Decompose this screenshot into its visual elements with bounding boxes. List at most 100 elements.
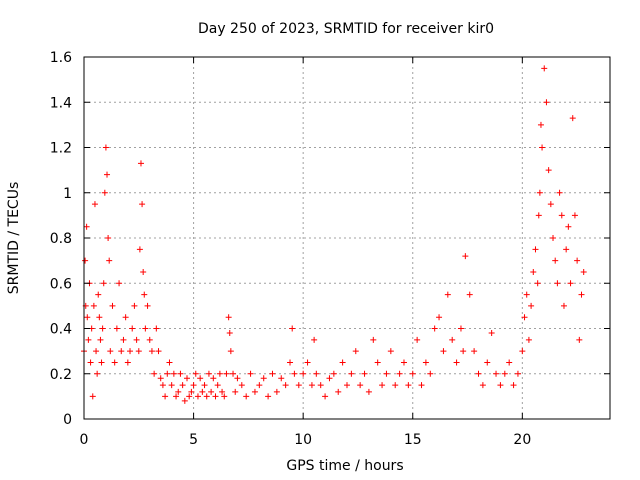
data-point: [199, 388, 206, 395]
data-point: [106, 257, 113, 264]
data-point: [203, 393, 210, 400]
data-point: [129, 325, 136, 332]
data-point: [537, 121, 544, 128]
data-point: [409, 370, 416, 377]
data-point: [436, 314, 443, 321]
data-point: [120, 336, 127, 343]
data-point: [287, 359, 294, 366]
data-point: [155, 348, 162, 355]
data-point: [232, 388, 239, 395]
y-tick-label: 1.6: [50, 50, 72, 66]
data-point: [93, 348, 100, 355]
data-point: [208, 388, 215, 395]
data-point: [227, 348, 234, 355]
data-point: [214, 382, 221, 389]
data-point: [260, 375, 267, 382]
data-point: [466, 291, 473, 298]
data-point: [530, 268, 537, 275]
x-tick-label: 0: [80, 432, 89, 448]
x-tick-label: 10: [294, 432, 312, 448]
y-tick-label: 1.4: [50, 95, 72, 111]
x-tick-label: 5: [189, 432, 198, 448]
data-point: [104, 171, 111, 178]
y-tick-label: 1.2: [50, 141, 72, 157]
data-point: [116, 280, 123, 287]
data-point: [170, 370, 177, 377]
data-point: [181, 397, 188, 404]
data-point: [497, 382, 504, 389]
data-point: [534, 280, 541, 287]
grid: [84, 57, 610, 419]
data-point: [344, 382, 350, 389]
data-point: [184, 375, 191, 382]
data-point: [379, 382, 386, 389]
data-point: [113, 325, 120, 332]
data-point: [89, 393, 96, 400]
data-point: [269, 370, 276, 377]
data-point: [82, 257, 89, 264]
data-point: [541, 65, 548, 72]
data-point: [83, 223, 90, 230]
data-point: [124, 359, 131, 366]
data-point: [146, 336, 153, 343]
data-point: [313, 370, 320, 377]
data-point: [528, 302, 535, 309]
data-point: [457, 325, 464, 332]
data-point: [85, 336, 92, 343]
data-point: [186, 393, 193, 400]
data-point: [552, 257, 559, 264]
data-point: [565, 223, 572, 230]
data-point: [535, 212, 542, 219]
x-tick-label: 20: [513, 432, 531, 448]
data-point: [157, 375, 164, 382]
data-point: [567, 280, 574, 287]
data-point: [131, 302, 138, 309]
data-point: [144, 302, 151, 309]
data-point: [98, 359, 105, 366]
data-point: [475, 370, 482, 377]
data-point: [322, 393, 329, 400]
data-point: [100, 280, 107, 287]
data-point: [339, 359, 346, 366]
data-point: [173, 393, 180, 400]
data-point: [94, 370, 101, 377]
data-point: [190, 382, 197, 389]
data-point: [289, 325, 296, 332]
data-point: [177, 370, 184, 377]
data-point: [383, 370, 390, 377]
x-axis-label: GPS time / hours: [286, 458, 403, 474]
data-point: [194, 393, 201, 400]
data-point: [164, 370, 171, 377]
data-point: [449, 336, 456, 343]
data-point: [148, 348, 155, 355]
data-point: [304, 359, 311, 366]
data-point: [122, 314, 129, 321]
data-point: [370, 336, 377, 343]
data-point: [216, 370, 223, 377]
data-point: [374, 359, 381, 366]
data-point: [501, 370, 508, 377]
data-point: [471, 348, 478, 355]
data-point: [230, 370, 237, 377]
data-point: [361, 370, 368, 377]
data-point: [357, 382, 364, 389]
data-point: [569, 115, 576, 122]
data-point: [201, 382, 208, 389]
data-point: [352, 348, 359, 355]
data-point: [440, 348, 447, 355]
y-tick-label: 0.8: [50, 231, 72, 247]
data-point: [87, 359, 94, 366]
y-tick-label: 0.6: [50, 276, 72, 292]
y-tick-label: 1: [63, 186, 72, 202]
data-point: [197, 375, 204, 382]
data-point: [556, 189, 563, 196]
data-point: [392, 382, 399, 389]
data-point: [295, 382, 302, 389]
data-point: [133, 336, 140, 343]
data-point: [127, 348, 134, 355]
data-point: [153, 325, 160, 332]
data-point: [519, 348, 526, 355]
data-point: [431, 325, 438, 332]
data-point: [90, 302, 97, 309]
